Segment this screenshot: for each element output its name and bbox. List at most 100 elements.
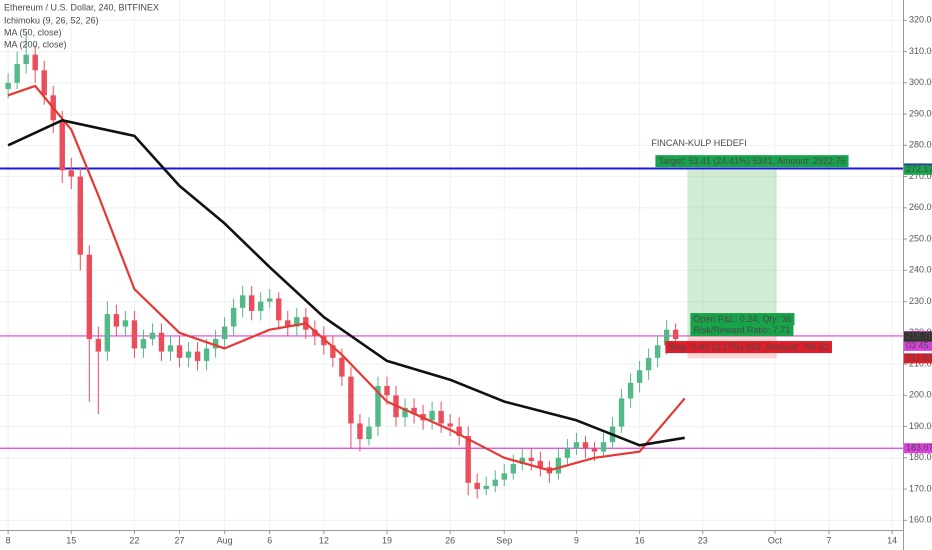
ma-line <box>7 119 685 447</box>
x-tick-label: 8 <box>6 535 11 545</box>
candle-body <box>203 348 210 361</box>
x-tick-label: 7 <box>827 535 832 545</box>
candle-body <box>519 457 526 465</box>
price-badge-label: 218.76 <box>906 331 932 341</box>
candle-body <box>239 295 246 308</box>
x-tick-label: Aug <box>217 535 233 545</box>
candle-body <box>582 442 589 449</box>
position-label: Target: 53.41 (24.41%) 5341, Amount: 292… <box>658 156 845 166</box>
y-tick-label: 270.00 <box>909 171 932 181</box>
price-badge-label: 272.17 <box>906 164 932 174</box>
y-tick-label: 170.00 <box>909 483 932 493</box>
candle-body <box>600 442 607 452</box>
y-tick-label: 190.00 <box>909 421 932 431</box>
candle-body <box>411 407 417 415</box>
candle-body <box>59 120 65 171</box>
price-badge-label: 03:45:46 <box>906 340 932 350</box>
candle-body <box>68 170 74 177</box>
candle-body <box>32 54 38 71</box>
candle-body <box>573 442 580 449</box>
price-badge <box>904 340 932 351</box>
x-tick-label: 16 <box>635 535 645 545</box>
y-tick-label: 210.00 <box>909 358 932 368</box>
candle-body <box>402 407 408 418</box>
candle-body <box>176 345 183 358</box>
candle-body <box>348 376 354 424</box>
candle-body <box>438 410 444 424</box>
candle-body <box>122 320 129 327</box>
axes: 160.00170.00180.00190.00200.00210.00220.… <box>6 15 932 546</box>
candle-body <box>95 339 102 352</box>
candle-body <box>330 345 336 358</box>
x-tick-label: Oct <box>768 535 783 545</box>
x-tick-label: 12 <box>319 535 329 545</box>
position-label: Open P&L: 0.24, Qty: 36 <box>693 314 791 324</box>
x-tick-label: 27 <box>175 535 185 545</box>
candle-body <box>627 382 634 399</box>
x-tick-label: 19 <box>382 535 392 545</box>
candle-body <box>564 448 571 458</box>
x-tick-label: 23 <box>698 535 708 545</box>
price-badge <box>904 353 932 364</box>
x-tick-label: 9 <box>574 535 579 545</box>
x-tick-label: 26 <box>445 535 455 545</box>
candle-body <box>167 345 174 352</box>
position-label-bg <box>665 341 833 354</box>
candle-body <box>591 448 598 452</box>
y-tick-label: 230.00 <box>909 296 932 306</box>
candle-body <box>501 473 507 480</box>
x-tick-label: 22 <box>129 535 139 545</box>
candle-body <box>276 298 282 321</box>
y-tick-label: 300.00 <box>909 77 932 87</box>
target-zone <box>687 169 777 337</box>
candle-body <box>41 70 47 96</box>
x-tick-label: 6 <box>267 535 272 545</box>
candle-body <box>654 345 661 358</box>
candle-body <box>23 54 29 65</box>
candle-body <box>285 320 291 327</box>
price-badge <box>904 331 932 342</box>
candle-body <box>663 329 670 346</box>
candle-body <box>492 479 498 486</box>
position-label: Risk/Reward Ratio: 7.71 <box>693 325 790 335</box>
price-badge-label: 211.83 <box>906 353 932 363</box>
y-tick-label: 310.00 <box>909 46 932 56</box>
ma-line <box>7 84 686 472</box>
candle-body <box>357 423 363 440</box>
candle-body <box>212 339 219 349</box>
candle-body <box>140 339 147 349</box>
position-label-bg <box>655 155 849 168</box>
y-tick-label: 200.00 <box>909 390 932 400</box>
indicator-legend: MA (50, close) <box>4 27 62 37</box>
candle-body <box>221 326 228 340</box>
candle-body <box>113 314 120 327</box>
price-badge <box>904 164 932 175</box>
candle-body <box>77 176 83 255</box>
candle-body <box>267 298 273 302</box>
candle-body <box>104 314 111 352</box>
candle-body <box>384 385 390 396</box>
position-label-bg <box>690 313 795 326</box>
annotation: FINCAN-KULP HEDEFI <box>651 138 746 148</box>
candle-body <box>158 332 165 352</box>
y-tick-label: 320.00 <box>909 15 932 25</box>
candle-body <box>5 82 11 90</box>
candle-body <box>248 295 255 311</box>
x-tick-label: 15 <box>66 535 76 545</box>
candle-body <box>456 426 462 436</box>
candle-body <box>230 307 237 327</box>
candle-body <box>528 457 535 461</box>
y-tick-label: 180.00 <box>909 452 932 462</box>
candle-body <box>618 398 625 427</box>
candle-body <box>555 457 562 474</box>
candle-body <box>429 410 435 421</box>
y-tick-label: 250.00 <box>909 233 932 243</box>
y-tick-label: 160.00 <box>909 515 932 525</box>
candle-body <box>366 426 372 440</box>
indicator-legend: MA (200, close) <box>4 39 67 49</box>
candle-body <box>537 460 544 468</box>
candle-body <box>447 423 453 427</box>
candle-body <box>86 254 93 340</box>
candle-body <box>375 385 381 427</box>
